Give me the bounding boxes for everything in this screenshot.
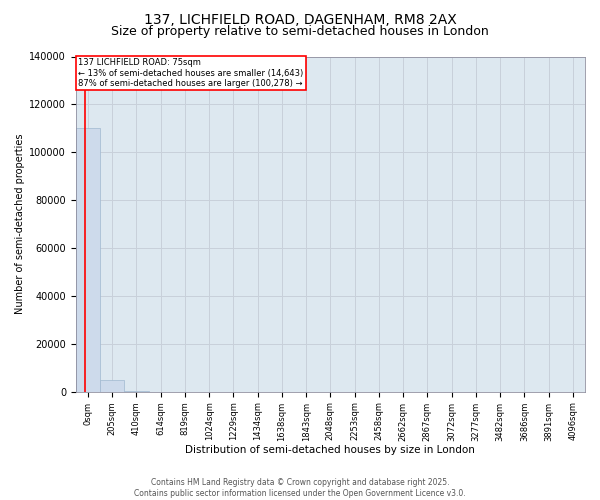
Y-axis label: Number of semi-detached properties: Number of semi-detached properties <box>15 134 25 314</box>
Bar <box>100 380 124 392</box>
X-axis label: Distribution of semi-detached houses by size in London: Distribution of semi-detached houses by … <box>185 445 475 455</box>
Text: 137, LICHFIELD ROAD, DAGENHAM, RM8 2AX: 137, LICHFIELD ROAD, DAGENHAM, RM8 2AX <box>143 12 457 26</box>
Text: 137 LICHFIELD ROAD: 75sqm
← 13% of semi-detached houses are smaller (14,643)
87%: 137 LICHFIELD ROAD: 75sqm ← 13% of semi-… <box>79 58 304 88</box>
Text: Contains HM Land Registry data © Crown copyright and database right 2025.
Contai: Contains HM Land Registry data © Crown c… <box>134 478 466 498</box>
Text: Size of property relative to semi-detached houses in London: Size of property relative to semi-detach… <box>111 25 489 38</box>
Bar <box>76 128 100 392</box>
